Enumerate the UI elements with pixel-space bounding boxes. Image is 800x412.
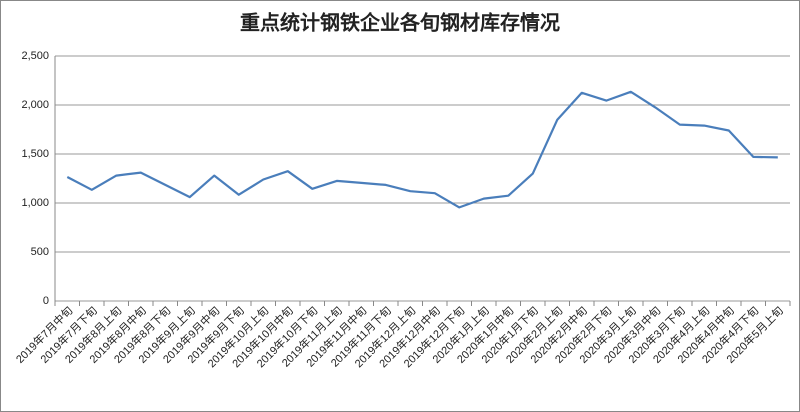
- y-tick-label: 1,000: [21, 197, 49, 209]
- chart-title: 重点统计钢铁企业各旬钢材库存情况: [240, 10, 560, 34]
- y-tick-label: 1,500: [21, 148, 49, 160]
- y-tick-label: 500: [31, 246, 49, 258]
- y-tick-label: 0: [43, 295, 49, 307]
- y-tick-label: 2,000: [21, 99, 49, 111]
- line: [66, 90, 778, 209]
- y-tick-label: 2,500: [21, 50, 49, 62]
